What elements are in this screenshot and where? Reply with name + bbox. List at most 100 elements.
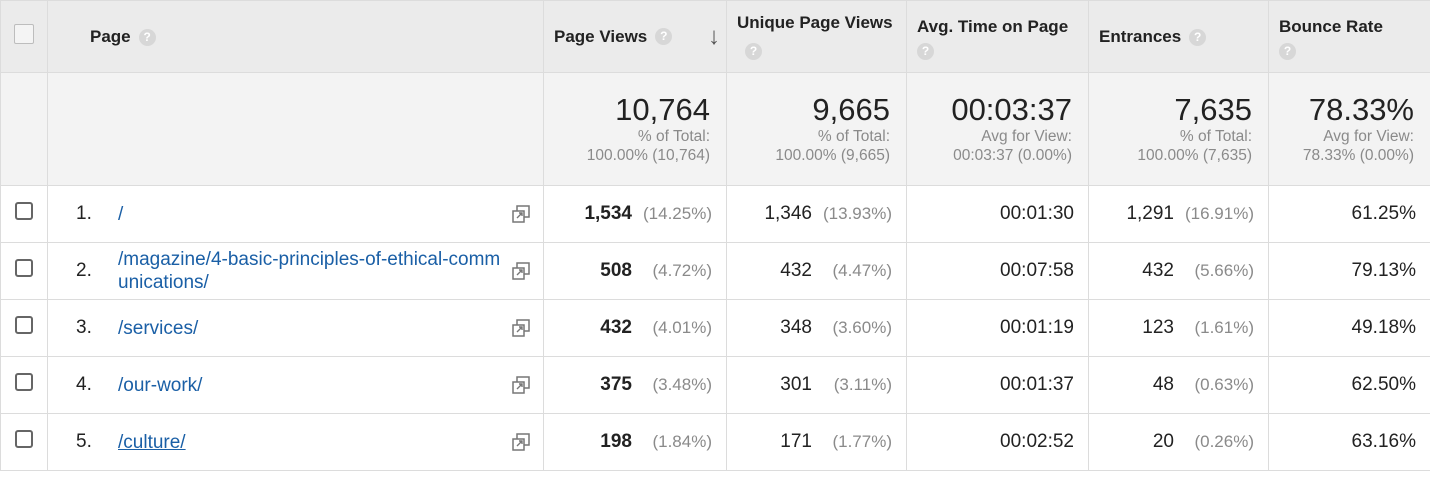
header-avg-time-on-page[interactable]: Avg. Time on Page?: [906, 0, 1089, 73]
row-select-cell: [0, 413, 48, 471]
page-views-cell: 508 (4.72%): [543, 242, 727, 300]
avg-time-value: 00:01:37: [1000, 374, 1074, 395]
page-views-cell: 432 (4.01%): [543, 299, 727, 357]
page-link[interactable]: /our-work/: [118, 374, 203, 396]
help-icon[interactable]: ?: [138, 28, 156, 46]
help-icon[interactable]: ?: [745, 42, 762, 60]
table-row: 2. /magazine/4-basic-principles-of-ethic…: [0, 242, 1430, 300]
header-unique-page-views-label: Unique Page Views: [737, 12, 893, 32]
header-bounce-rate[interactable]: Bounce Rate?: [1268, 0, 1430, 73]
unique-page-views-percent: (4.47%): [832, 261, 892, 280]
entrances-percent: (0.63%): [1194, 375, 1254, 394]
page-views-value: 508: [600, 260, 632, 281]
avg-time-cell: 00:02:52: [906, 413, 1089, 471]
summary-empty-cell: [0, 72, 48, 186]
summary-detail: 100.00% (9,665): [775, 147, 890, 164]
bounce-rate-value: 49.18%: [1351, 317, 1416, 338]
entrances-value: 1,291: [1126, 203, 1174, 224]
bounce-rate-value: 63.16%: [1351, 431, 1416, 452]
page-link[interactable]: /magazine/4-basic-principles-of-ethical-…: [118, 249, 501, 293]
unique-page-views-value: 171: [780, 431, 812, 452]
page-cell: 5. /culture/: [47, 413, 544, 471]
open-in-new-window-icon[interactable]: [511, 261, 531, 281]
summary-label: Avg for View:: [1323, 128, 1414, 145]
avg-time-cell: 00:01:30: [906, 185, 1089, 243]
header-unique-page-views[interactable]: Unique Page Views?: [726, 0, 907, 73]
entrances-value: 123: [1142, 317, 1174, 338]
page-views-percent: (3.48%): [652, 375, 712, 394]
page-report-table: Page? Page Views? ↓ Unique Page Views? A…: [0, 0, 1430, 471]
avg-time-cell: 00:01:19: [906, 299, 1089, 357]
summary-entrances: 7,635 % of Total: 100.00% (7,635): [1088, 72, 1269, 186]
row-select-cell: [0, 299, 48, 357]
unique-page-views-percent: (13.93%): [823, 204, 892, 223]
page-link[interactable]: /services/: [118, 317, 199, 339]
page-link[interactable]: /: [118, 203, 124, 225]
summary-label: % of Total:: [817, 128, 890, 145]
avg-time-value: 00:01:30: [1000, 203, 1074, 224]
entrances-percent: (1.61%): [1194, 318, 1254, 337]
open-in-new-window-icon[interactable]: [511, 318, 531, 338]
unique-page-views-value: 1,346: [764, 203, 812, 224]
summary-value: 7,635: [1174, 92, 1252, 127]
help-icon[interactable]: ?: [917, 43, 934, 60]
header-page-label: Page: [90, 26, 131, 46]
entrances-cell: 20 (0.26%): [1088, 413, 1269, 471]
summary-value: 78.33%: [1308, 92, 1414, 127]
bounce-rate-cell: 62.50%: [1268, 356, 1430, 414]
summary-row: 10,764 % of Total: 100.00% (10,764) 9,66…: [0, 72, 1430, 186]
row-checkbox[interactable]: [15, 202, 33, 220]
select-all-checkbox[interactable]: [14, 24, 34, 44]
unique-page-views-cell: 301 (3.11%): [726, 356, 907, 414]
open-in-new-window-icon[interactable]: [511, 375, 531, 395]
unique-page-views-percent: (3.11%): [833, 375, 892, 394]
bounce-rate-cell: 61.25%: [1268, 185, 1430, 243]
page-cell: 2. /magazine/4-basic-principles-of-ethic…: [47, 242, 544, 300]
entrances-cell: 48 (0.63%): [1088, 356, 1269, 414]
open-in-new-window-icon[interactable]: [511, 432, 531, 452]
table-row: 3. /services/ 432 (4.01%) 348 (3.60%) 00:0…: [0, 299, 1430, 357]
table-row: 4. /our-work/ 375 (3.48%) 301 (3.11%) 00:0…: [0, 356, 1430, 414]
bounce-rate-cell: 79.13%: [1268, 242, 1430, 300]
entrances-percent: (16.91%): [1185, 204, 1254, 223]
header-page-views-label: Page Views: [554, 26, 648, 46]
page-views-cell: 375 (3.48%): [543, 356, 727, 414]
page-cell: 4. /our-work/: [47, 356, 544, 414]
header-page[interactable]: Page?: [47, 0, 544, 73]
page-cell: 1. /: [47, 185, 544, 243]
row-checkbox[interactable]: [15, 259, 33, 277]
bounce-rate-cell: 49.18%: [1268, 299, 1430, 357]
header-entrances-label: Entrances: [1099, 26, 1182, 46]
help-icon[interactable]: ?: [1279, 43, 1296, 60]
summary-unique-page-views: 9,665 % of Total: 100.00% (9,665): [726, 72, 907, 186]
avg-time-value: 00:01:19: [1000, 317, 1074, 338]
row-rank: 3.: [76, 317, 92, 338]
entrances-value: 432: [1142, 260, 1174, 281]
unique-page-views-cell: 432 (4.47%): [726, 242, 907, 300]
sort-descending-arrow-icon[interactable]: ↓: [708, 22, 720, 50]
unique-page-views-cell: 1,346 (13.93%): [726, 185, 907, 243]
summary-avg-time: 00:03:37 Avg for View: 00:03:37 (0.00%): [906, 72, 1089, 186]
unique-page-views-value: 348: [780, 317, 812, 338]
row-checkbox[interactable]: [15, 430, 33, 448]
entrances-percent: (5.66%): [1194, 261, 1254, 280]
row-checkbox[interactable]: [15, 316, 33, 334]
open-in-new-window-icon[interactable]: [511, 204, 531, 224]
page-cell: 3. /services/: [47, 299, 544, 357]
bounce-rate-value: 79.13%: [1351, 260, 1416, 281]
page-views-percent: (4.72%): [652, 261, 712, 280]
summary-empty-cell: [47, 72, 544, 186]
row-checkbox[interactable]: [15, 373, 33, 391]
help-icon[interactable]: ?: [1189, 28, 1207, 46]
page-views-value: 1,534: [584, 203, 632, 224]
avg-time-value: 00:02:52: [1000, 431, 1074, 452]
row-rank: 1.: [76, 203, 92, 224]
unique-page-views-percent: (1.77%): [832, 432, 892, 451]
page-views-cell: 198 (1.84%): [543, 413, 727, 471]
header-page-views[interactable]: Page Views? ↓: [543, 0, 727, 73]
row-rank: 4.: [76, 374, 92, 395]
page-link[interactable]: /culture/: [118, 431, 186, 453]
header-entrances[interactable]: Entrances?: [1088, 0, 1269, 73]
page-views-value: 432: [600, 317, 632, 338]
help-icon[interactable]: ?: [655, 28, 673, 45]
